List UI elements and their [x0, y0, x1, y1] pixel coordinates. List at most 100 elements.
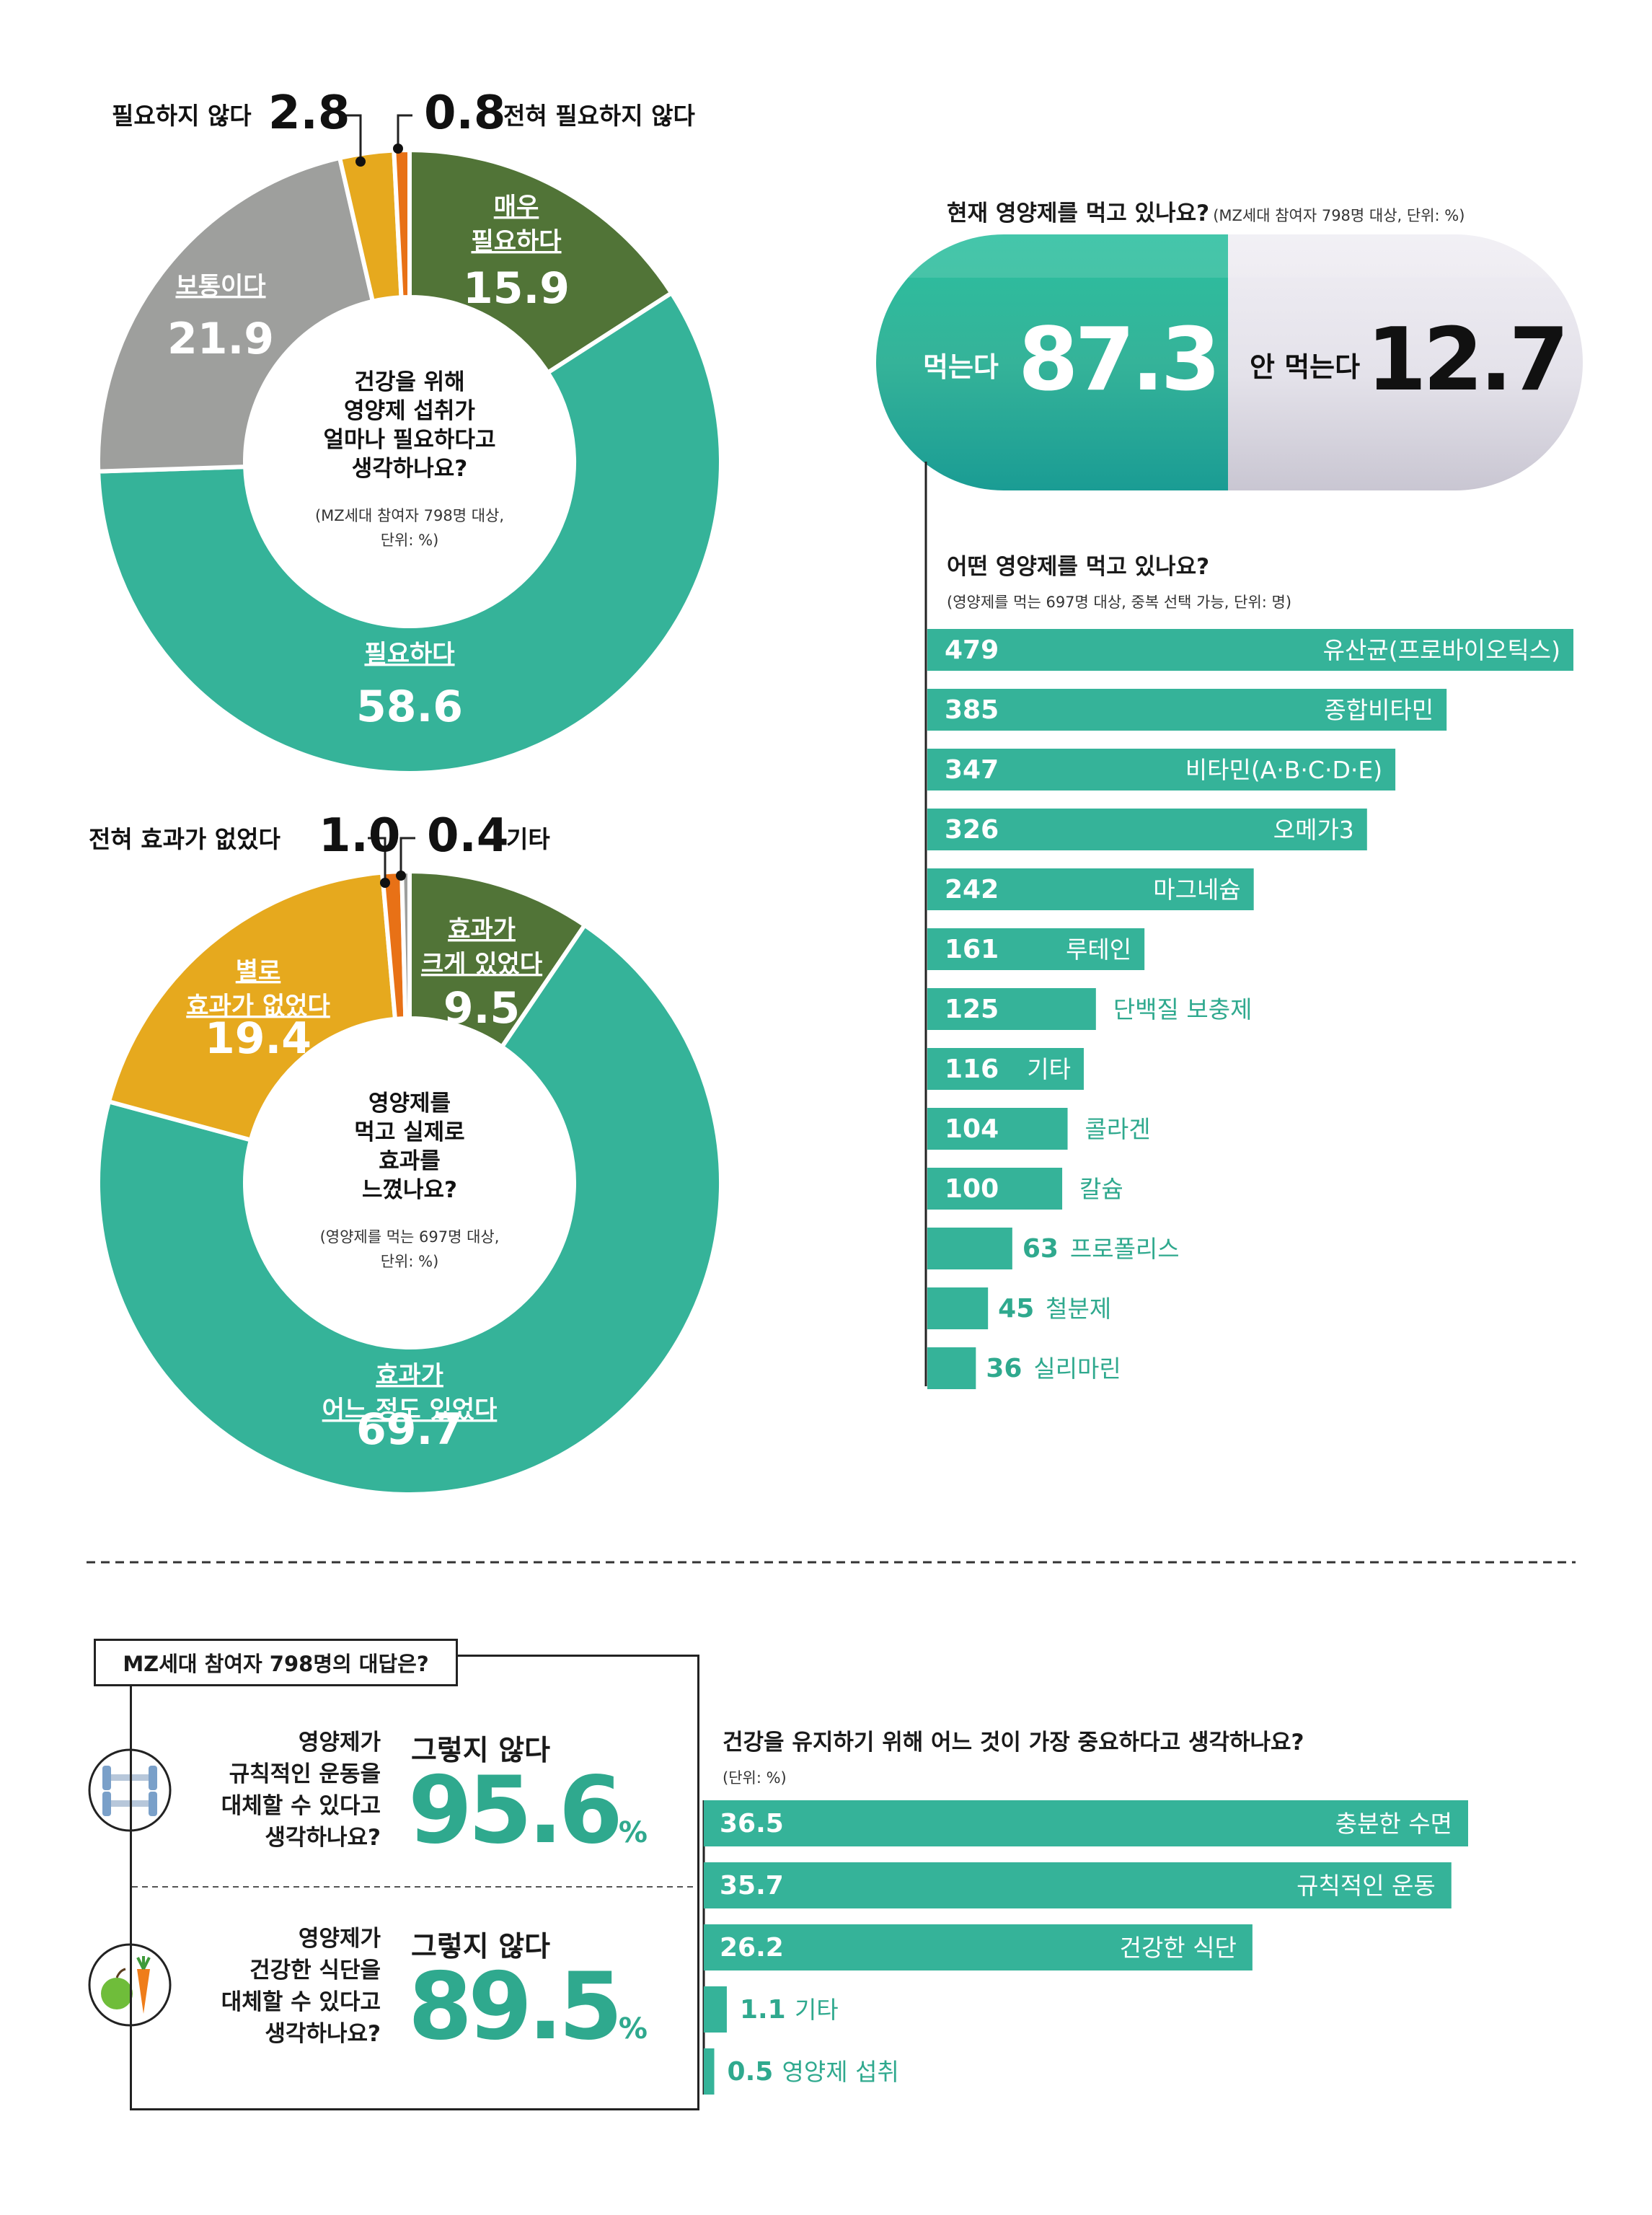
slice-label: 보통이다	[175, 272, 265, 301]
bar-value: 347	[945, 755, 999, 785]
bar-label: 기타	[1027, 1055, 1071, 1083]
bar-label: 오메가3	[1273, 816, 1354, 844]
bar-value: 161	[945, 935, 999, 964]
bar	[927, 629, 1573, 671]
bar-label: 기타	[795, 1996, 839, 2024]
bar-value: 36.5	[720, 1809, 784, 1839]
health-factors-question: 건강을 유지하기 위해 어느 것이 가장 중요하다고 생각하나요? (단위: %…	[723, 1730, 1304, 1787]
slice-label-external: 기타	[506, 825, 550, 853]
mz-answer-box-header: MZ세대 참여자 798명의 대답은?	[94, 1639, 458, 1686]
bar-value: 45	[998, 1294, 1034, 1324]
bar	[927, 868, 1254, 910]
bar-label: 루테인	[1066, 935, 1131, 964]
slice-label: 어느 정도 있었다	[322, 1396, 498, 1424]
donut-slice	[96, 290, 723, 775]
donut-title-line: 느꼈나요?	[362, 1177, 457, 1203]
bar-label: 칼슘	[1079, 1175, 1123, 1203]
bar	[927, 1108, 1068, 1150]
slice-value-external: 0.4	[427, 809, 508, 863]
supplement-types-question: 어떤 영양제를 먹고 있나요? (영양제를 먹는 697명 대상, 중복 선택 …	[947, 554, 1292, 611]
bar-label: 충분한 수면	[1335, 1810, 1452, 1838]
bar-label: 영양제 섭취	[782, 2058, 899, 2086]
bar-label: 건강한 식단	[1120, 1934, 1237, 1962]
bar-label: 마그네슘	[1153, 876, 1240, 904]
donut-slice	[96, 922, 723, 1497]
bar-value: 242	[945, 875, 999, 904]
box-value-2: 89.5%	[408, 1953, 648, 2061]
bar-value: 326	[945, 815, 999, 845]
slice-value: 58.6	[356, 682, 463, 732]
bar-label: 종합비타민	[1324, 696, 1434, 724]
donut-slice	[106, 870, 398, 1143]
bar-value: 35.7	[720, 1871, 784, 1901]
bar-value: 125	[945, 995, 999, 1024]
bar-value: 104	[945, 1114, 999, 1144]
slice-value: 15.9	[463, 263, 570, 314]
donut-title-line: 생각하나요?	[352, 456, 468, 482]
slice-label: 효과가	[376, 1361, 443, 1390]
bar	[927, 1168, 1063, 1210]
bar-chart-health-factors: 36.5 충분한 수면 35.7 규칙적인 운동 26.2 건강한 식단 1.1 기타 0.5 영…	[702, 1800, 1468, 2095]
bar	[704, 1924, 1253, 1970]
bar	[927, 928, 1145, 970]
bar-value: 116	[945, 1054, 999, 1084]
bar	[704, 1986, 727, 2033]
slice-label: 효과가 없었다	[186, 992, 330, 1021]
slice-label: 매우	[494, 193, 539, 221]
donut-subtitle-line: 단위: %)	[381, 532, 439, 549]
pill-right-value: 12.7	[1366, 310, 1569, 410]
slice-label: 별로	[236, 957, 281, 986]
slice-label: 필요하다	[364, 640, 454, 669]
bar-label: 실리마린	[1033, 1355, 1121, 1383]
bar-label: 콜라겐	[1085, 1115, 1151, 1143]
pill-left-label: 먹는다	[923, 351, 999, 383]
bar-value: 0.5	[728, 2057, 774, 2087]
bar	[927, 809, 1367, 850]
donut-subtitle-line: (MZ세대 참여자 798명 대상,	[315, 507, 504, 524]
donut-slice	[407, 147, 675, 376]
pill-question: 현재 영양제를 먹고 있나요? (MZ세대 참여자 798명 대상, 단위: %…	[947, 201, 1465, 226]
donut-title-line: 영양제를	[368, 1091, 451, 1117]
bar-value: 26.2	[720, 1933, 784, 1963]
bar	[927, 1048, 1084, 1090]
bar-label: 규칙적인 운동	[1297, 1872, 1436, 1900]
donut-subtitle-line: (영양제를 먹는 697명 대상,	[320, 1228, 500, 1246]
bar	[927, 988, 1096, 1030]
bar-label: 단백질 보충제	[1113, 995, 1253, 1023]
bar-value: 385	[945, 695, 999, 725]
bar	[704, 1862, 1452, 1908]
slice-value: 9.5	[443, 983, 520, 1034]
slice-label: 효과가	[448, 915, 516, 944]
slice-label-external: 전혀 필요하지 않다	[503, 102, 695, 130]
bar-label: 철분제	[1046, 1295, 1111, 1323]
donut-title-line: 효과를	[379, 1148, 441, 1174]
bar-value: 63	[1022, 1234, 1059, 1264]
pill-right-label: 안 먹는다	[1250, 351, 1361, 383]
donut-slice	[96, 155, 376, 474]
donut-title-line: 얼마나 필요하다고	[324, 427, 496, 453]
bar-chart-supplement-types: 479 유산균(프로바이오틱스) 385 종합비타민 347 비타민(A·B·C·D·E)…	[927, 629, 1573, 1389]
donut-title-line: 영양제 섭취가	[344, 398, 475, 424]
bar	[704, 2048, 715, 2095]
pill-left-value: 87.3	[1018, 310, 1221, 410]
bar	[927, 749, 1396, 791]
bar	[927, 1228, 1012, 1269]
donut-slice	[399, 868, 412, 1021]
bar-value: 100	[945, 1174, 999, 1204]
bar	[927, 689, 1447, 731]
slice-value: 19.4	[205, 1013, 312, 1064]
box-answer-2: 그렇지 않다	[411, 1931, 550, 1963]
box-value-1: 95.6%	[408, 1757, 648, 1864]
slice-label-external: 전혀 효과가 없었다	[89, 825, 281, 853]
slice-label: 크게 있었다	[421, 950, 542, 979]
box-answer-1: 그렇지 않다	[411, 1735, 550, 1767]
box-question-2: 영양제가 건강한 식단을 대체할 수 있다고 생각하나요?	[221, 1926, 381, 2047]
bar-label: 비타민(A·B·C·D·E)	[1185, 756, 1382, 784]
bar	[704, 1800, 1468, 1846]
box-question-1: 영양제가 규칙적인 운동을 대체할 수 있다고 생각하나요?	[221, 1730, 381, 1851]
donut-subtitle-line: 단위: %)	[381, 1253, 439, 1270]
slice-value-external: 1.0	[319, 809, 400, 863]
